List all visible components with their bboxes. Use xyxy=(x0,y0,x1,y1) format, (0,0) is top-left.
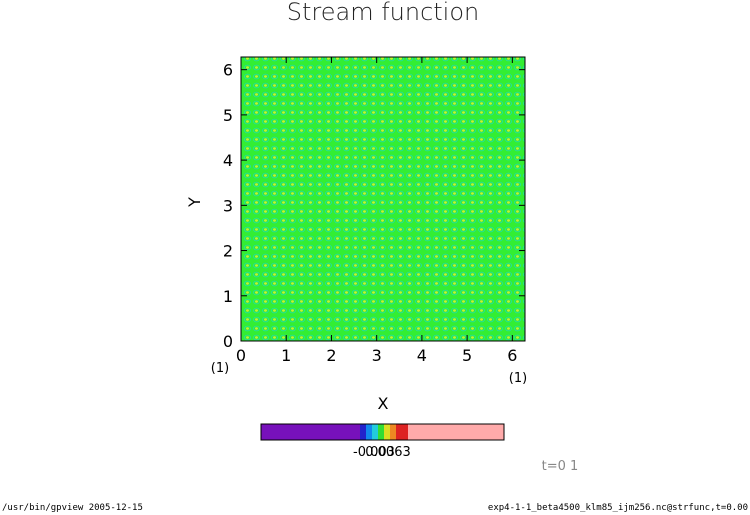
x-tick-label: 6 xyxy=(507,346,517,365)
y-tick-label: 0 xyxy=(223,332,233,351)
time-label: t=0 1 xyxy=(542,459,579,474)
footer-right: exp4-1-1_beta4500_klm85_ijm256.nc@strfun… xyxy=(488,503,748,513)
y-tick-label: 1 xyxy=(223,287,233,306)
colorbar xyxy=(260,423,505,441)
x-unit: (1) xyxy=(509,371,527,386)
x-axis-label: X xyxy=(378,394,389,413)
y-tick-label: 3 xyxy=(223,196,233,215)
y-axis-label: Y xyxy=(185,197,204,208)
x-tick-label: 2 xyxy=(326,346,336,365)
x-tick-label: 3 xyxy=(372,346,382,365)
y-tick-label: 2 xyxy=(223,242,233,261)
y-tick-label: 5 xyxy=(223,106,233,125)
chart-title: Stream function xyxy=(287,0,480,26)
x-tick-label: 5 xyxy=(462,346,472,365)
x-tick-label: 4 xyxy=(417,346,427,365)
colorbar-label: 0.0063 xyxy=(365,445,411,460)
x-tick-label: 0 xyxy=(236,346,246,365)
contour-field xyxy=(240,56,526,342)
x-tick-label: 1 xyxy=(281,346,291,365)
y-tick-label: 4 xyxy=(223,151,233,170)
y-tick-label: 6 xyxy=(223,61,233,80)
footer-left: /usr/bin/gpview 2005-12-15 xyxy=(2,503,143,513)
y-unit: (1) xyxy=(211,361,229,376)
colorbar-label: -0.003 xyxy=(353,445,395,460)
